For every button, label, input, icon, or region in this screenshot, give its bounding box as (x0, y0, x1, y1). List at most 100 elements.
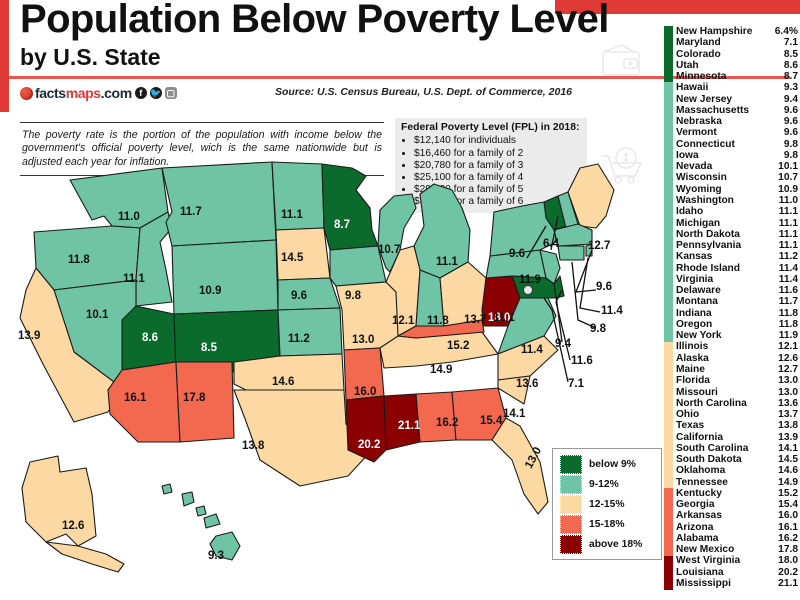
list-item[interactable]: New Hampshire 6.4% (676, 26, 800, 37)
state-NM[interactable] (175, 361, 235, 443)
state-ranking-list[interactable]: New Hampshire 6.4% Maryland 7.1 Colorado 8.5 U… (676, 26, 800, 589)
list-item[interactable]: Maine 12.7 (676, 364, 800, 375)
state-AK[interactable] (21, 455, 97, 547)
list-item-value: 10.7 (778, 172, 798, 184)
state-NC[interactable] (497, 335, 559, 381)
list-item[interactable]: California 13.9 (676, 432, 800, 443)
state-LA[interactable] (345, 395, 387, 463)
list-item[interactable]: Illinois 12.1 (676, 341, 800, 352)
list-item[interactable]: Arizona 16.1 (676, 522, 800, 533)
list-item-value: 12.7 (778, 363, 798, 375)
state-KS[interactable] (277, 307, 343, 357)
list-item[interactable]: Delaware 11.6 (676, 285, 800, 296)
state-SC[interactable] (497, 375, 531, 405)
list-item[interactable]: Hawaii 9.3 (676, 82, 800, 93)
list-item[interactable]: Colorado 8.5 (676, 49, 800, 60)
legend-row[interactable]: 15-18% (560, 514, 654, 534)
list-item-value: 11.7 (778, 296, 798, 308)
list-item[interactable]: West Virginia 18.0 (676, 555, 800, 566)
list-item[interactable]: Utah 8.6 (676, 60, 800, 71)
list-item[interactable]: Michigan 11.1 (676, 218, 800, 229)
list-item[interactable]: Texas 13.8 (676, 420, 800, 431)
list-item[interactable]: Kansas 11.2 (676, 251, 800, 262)
list-item-state: California (676, 431, 723, 443)
list-item[interactable]: Indiana 11.8 (676, 308, 800, 319)
list-item[interactable]: Louisiana 20.2 (676, 567, 800, 578)
list-item[interactable]: New York 11.9 (676, 330, 800, 341)
state-TN[interactable] (379, 331, 499, 369)
state-CT[interactable] (557, 245, 585, 261)
legend-row[interactable]: below 9% (560, 454, 654, 474)
list-item[interactable]: Vermont 9.6 (676, 127, 800, 138)
map-label-TX: 13.8 (242, 440, 265, 452)
list-item[interactable]: Nebraska 9.6 (676, 116, 800, 127)
list-item[interactable]: Idaho 11.1 (676, 206, 800, 217)
list-item[interactable]: Connecticut 9.8 (676, 139, 800, 150)
list-item[interactable]: Georgia 15.4 (676, 499, 800, 510)
state-CA[interactable] (19, 267, 123, 423)
choropleth-map[interactable]: 11.0 11.8 11.1 11.7 11.1 14.5 10.9 9.6 13.9 10.1 8… (0, 150, 660, 600)
list-item[interactable]: Kentucky 15.2 (676, 488, 800, 499)
list-item[interactable]: Montana 11.7 (676, 296, 800, 307)
list-item[interactable]: North Dakota 11.1 (676, 229, 800, 240)
list-item[interactable]: Tennessee 14.9 (676, 477, 800, 488)
state-MN[interactable] (321, 163, 379, 251)
list-item-value: 13.0 (778, 375, 798, 387)
twitter-icon[interactable]: 🐦 (149, 87, 162, 99)
list-item-state: Nevada (676, 161, 713, 173)
list-item[interactable]: Virginia 11.4 (676, 274, 800, 285)
list-item[interactable]: Nevada 10.1 (676, 161, 800, 172)
legend-swatch (560, 474, 582, 494)
list-item[interactable]: Oklahoma 14.6 (676, 465, 800, 476)
dc-marker-dot[interactable] (523, 285, 533, 295)
state-NE[interactable] (277, 277, 341, 311)
state-HI-2[interactable] (181, 491, 195, 507)
state-MD[interactable] (511, 275, 557, 299)
list-item[interactable]: Alaska 12.6 (676, 353, 800, 364)
list-item[interactable]: Wisconsin 10.7 (676, 172, 800, 183)
list-item[interactable]: Rhode Island 11.4 (676, 263, 800, 274)
list-item[interactable]: North Carolina 13.6 (676, 398, 800, 409)
state-HI-1[interactable] (161, 483, 173, 495)
list-item[interactable]: South Carolina 14.1 (676, 443, 800, 454)
legend-row[interactable]: 12-15% (560, 494, 654, 514)
state-WI[interactable] (377, 193, 417, 273)
state-MT[interactable] (161, 161, 277, 247)
list-item[interactable]: Arkansas 16.0 (676, 510, 800, 521)
legend-row[interactable]: 9-12% (560, 474, 654, 494)
list-item[interactable]: Mississippi 21.1 (676, 578, 800, 589)
list-item[interactable]: Oregon 11.8 (676, 319, 800, 330)
factsmaps-logo[interactable]: factsmaps.com f 🐦 ▢ (20, 85, 177, 101)
list-item[interactable]: Wyoming 10.9 (676, 184, 800, 195)
list-item[interactable]: Maryland 7.1 (676, 37, 800, 48)
map-label-AL: 16.2 (436, 417, 459, 429)
list-item[interactable]: South Dakota 14.5 (676, 454, 800, 465)
state-MA[interactable] (553, 223, 593, 247)
facebook-icon[interactable]: f (134, 87, 147, 99)
list-item[interactable]: Washington 11.0 (676, 195, 800, 206)
state-WY[interactable] (171, 239, 279, 315)
list-item[interactable]: Minnesota 8.7 (676, 71, 800, 82)
list-item[interactable]: Iowa 9.8 (676, 150, 800, 161)
state-HI-3[interactable] (195, 505, 207, 517)
state-FL[interactable] (491, 417, 549, 515)
list-item[interactable]: New Mexico 17.8 (676, 544, 800, 555)
state-HI-5[interactable] (209, 531, 241, 561)
list-item[interactable]: New Jersey 9.4 (676, 94, 800, 105)
list-item[interactable]: Pennsylvania 11.1 (676, 240, 800, 251)
list-item[interactable]: Florida 13.0 (676, 375, 800, 386)
list-item[interactable]: Ohio 13.7 (676, 409, 800, 420)
list-item-state: Alaska (676, 352, 709, 364)
map-callout-label-RI: 11.4 (601, 305, 623, 317)
state-HI-4[interactable] (203, 513, 221, 529)
list-item-state: Michigan (676, 217, 721, 229)
list-item[interactable]: Massachusetts 9.6 (676, 105, 800, 116)
list-item[interactable]: Alabama 16.2 (676, 533, 800, 544)
state-AK-tail[interactable] (45, 541, 125, 573)
list-item-value: 17.8 (778, 544, 798, 556)
instagram-icon[interactable]: ▢ (164, 87, 177, 99)
list-item[interactable]: Missouri 13.0 (676, 387, 800, 398)
legend-row[interactable]: above 18% (560, 534, 654, 554)
state-KY[interactable] (397, 319, 485, 339)
state-TX[interactable] (233, 389, 373, 487)
